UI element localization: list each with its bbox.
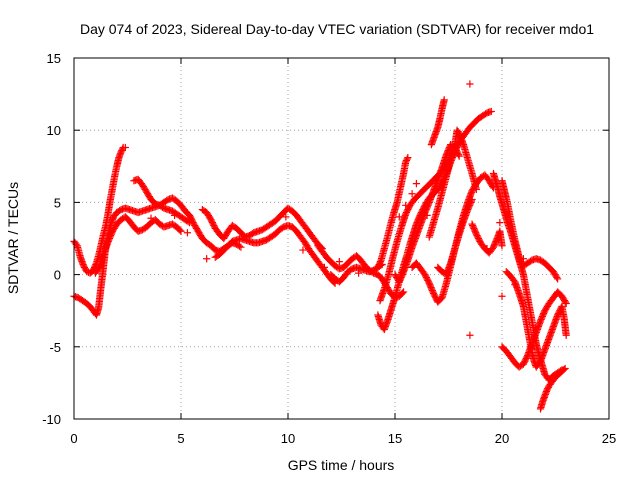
point-n-105 (472, 185, 480, 194)
series-l (391, 141, 463, 286)
x-tick-label-4: 20 (495, 431, 509, 446)
series-v (536, 364, 569, 413)
series-o (427, 96, 448, 149)
x-tick-label-1: 5 (177, 431, 184, 446)
point-s-83 (554, 275, 562, 283)
plot-frame (73, 57, 610, 420)
point-v-31 (561, 364, 569, 373)
point-outliers-9 (335, 258, 343, 266)
series-p (434, 195, 476, 279)
point-outliers-7 (355, 269, 363, 277)
point-o-30 (440, 96, 448, 104)
point-outliers-1 (466, 331, 474, 339)
point-outliers-2 (498, 292, 506, 300)
point-outliers-5 (395, 213, 403, 221)
point-v-30 (560, 365, 568, 374)
series-i (374, 154, 412, 271)
y-axis-title: SDTVAR / TECUs (5, 182, 21, 294)
y-tick-labels: -10 -5 0 5 10 15 (42, 51, 61, 427)
point-outliers-17 (519, 255, 527, 263)
y-tick-label-3: 5 (54, 195, 61, 210)
point-c-85 (176, 226, 184, 234)
point-g-76 (399, 288, 408, 296)
x-tick-labels: 0 5 10 15 20 25 (70, 431, 616, 446)
point-l-109 (455, 152, 463, 160)
point-outliers-4 (402, 201, 410, 209)
point-outliers-20 (282, 213, 290, 221)
point-outliers-6 (408, 190, 416, 198)
axis-ticks (73, 57, 610, 420)
point-q-45 (498, 242, 506, 250)
series-d (130, 175, 245, 256)
series-t (502, 268, 570, 371)
point-outliers-0 (466, 80, 474, 88)
point-outliers-12 (183, 229, 192, 237)
point-outliers-14 (147, 214, 155, 222)
series-outliers (147, 80, 527, 339)
x-tick-label-0: 0 (70, 431, 77, 446)
y-tick-label-2: 0 (54, 268, 61, 283)
point-k-139 (487, 107, 495, 116)
point-outliers-19 (423, 211, 431, 219)
data-points (70, 80, 570, 413)
point-outliers-18 (511, 281, 519, 289)
x-tick-label-5: 25 (602, 431, 616, 446)
grid (74, 58, 609, 419)
y-tick-label-1: -5 (49, 340, 61, 355)
point-g-75 (398, 289, 407, 297)
point-outliers-16 (496, 219, 504, 227)
point-d-93 (237, 243, 245, 251)
y-tick-label-5: 15 (47, 51, 61, 66)
point-outliers-21 (320, 263, 328, 271)
point-c-86 (177, 227, 185, 235)
point-outliers-10 (299, 246, 307, 254)
point-outliers-13 (170, 211, 179, 219)
x-axis-title: GPS time / hours (288, 457, 395, 473)
point-outliers-11 (203, 255, 211, 263)
series-s (498, 177, 562, 283)
point-a-103 (121, 143, 129, 152)
point-t-123 (562, 331, 570, 339)
point-outliers-15 (483, 245, 491, 253)
x-tick-label-3: 15 (388, 431, 402, 446)
series-c (91, 213, 185, 277)
point-i-67 (402, 156, 411, 165)
y-tick-label-0: -10 (42, 412, 61, 427)
chart-title: Day 074 of 2023, Sidereal Day-to-day VTE… (80, 21, 594, 37)
point-u-78 (562, 299, 570, 308)
x-tick-label-2: 10 (281, 431, 295, 446)
series-u (498, 288, 570, 371)
series-a (70, 143, 129, 277)
point-p-57 (468, 195, 476, 204)
series-n (425, 126, 480, 241)
point-outliers-8 (327, 273, 335, 282)
y-tick-label-4: 10 (47, 123, 61, 138)
point-outliers-3 (412, 180, 420, 188)
series-f (211, 221, 339, 287)
point-i-69 (404, 154, 412, 162)
